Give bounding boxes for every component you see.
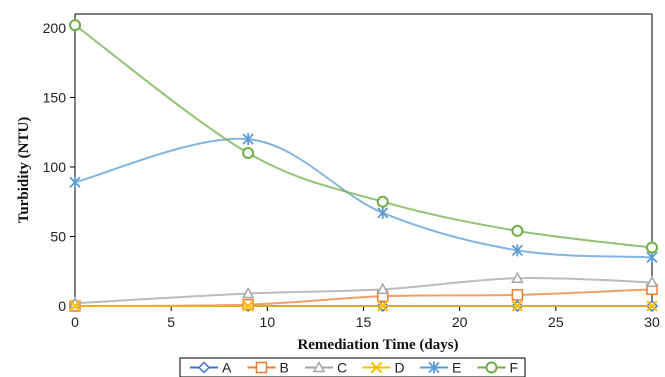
chart-axes: 0 5 10 15 20 25 30 0 50 100 150 200 xyxy=(43,13,660,330)
legend: A B C D E F xyxy=(179,357,526,377)
y-tick-label: 150 xyxy=(43,89,67,105)
series-F xyxy=(69,19,658,254)
legend-item-B: B xyxy=(247,360,289,376)
series-D xyxy=(69,300,658,312)
legend-marker xyxy=(197,361,211,374)
x-tick-label: 5 xyxy=(167,314,175,330)
data-point-F xyxy=(69,19,81,32)
legend-label: B xyxy=(280,360,289,376)
data-point-E xyxy=(377,206,389,219)
legend-item-A: A xyxy=(190,360,232,376)
x-axis-title: Remediation Time (days) xyxy=(297,337,458,353)
series-line-C xyxy=(74,277,653,305)
data-point-F xyxy=(376,195,389,208)
data-point-B xyxy=(511,289,524,301)
legend-label: C xyxy=(337,360,347,376)
data-point-E xyxy=(69,176,81,189)
data-point-E xyxy=(242,133,254,146)
series-layer xyxy=(68,19,659,313)
legend-box xyxy=(179,357,526,377)
y-axis-title: Turbidity (NTU) xyxy=(16,117,32,224)
series-line-E xyxy=(74,137,653,259)
legend-marker xyxy=(312,360,326,373)
legend-item-F: F xyxy=(477,360,519,376)
data-point-F xyxy=(511,224,524,237)
legend-item-C: C xyxy=(305,360,347,376)
x-tick-label: 25 xyxy=(548,314,564,330)
x-tick-label: 20 xyxy=(452,314,468,330)
x-tick-label: 10 xyxy=(260,314,276,330)
legend-item-E: E xyxy=(420,360,461,376)
y-tick-label: 100 xyxy=(43,159,67,175)
legend-item-D: D xyxy=(362,360,405,376)
legend-label: F xyxy=(510,360,519,376)
y-tick-label: 200 xyxy=(43,20,67,36)
legend-label: D xyxy=(395,360,405,376)
data-point-D xyxy=(242,300,254,312)
legend-label: E xyxy=(452,360,461,376)
legend-marker xyxy=(485,361,498,374)
data-point-F xyxy=(646,241,658,254)
data-point-C xyxy=(241,286,255,299)
series-E xyxy=(69,133,658,264)
legend-label: A xyxy=(222,360,232,376)
data-point-E xyxy=(511,244,524,257)
data-point-D xyxy=(646,300,658,312)
data-point-C xyxy=(376,282,390,295)
legend-marker xyxy=(370,361,383,374)
data-point-D xyxy=(377,300,389,312)
x-tick-label: 15 xyxy=(356,314,372,330)
x-tick-label: 30 xyxy=(644,314,660,330)
data-point-D xyxy=(69,300,81,312)
legend-marker xyxy=(255,361,268,374)
y-tick-label: 0 xyxy=(58,298,66,314)
y-tick-label: 50 xyxy=(50,228,66,244)
data-point-C xyxy=(645,275,659,288)
legend-marker xyxy=(428,361,440,374)
data-point-F xyxy=(242,147,255,160)
series-line-F xyxy=(74,24,653,249)
x-tick-label: 0 xyxy=(71,314,79,330)
data-point-C xyxy=(511,271,524,283)
series-C xyxy=(68,271,659,308)
data-point-D xyxy=(511,300,524,312)
